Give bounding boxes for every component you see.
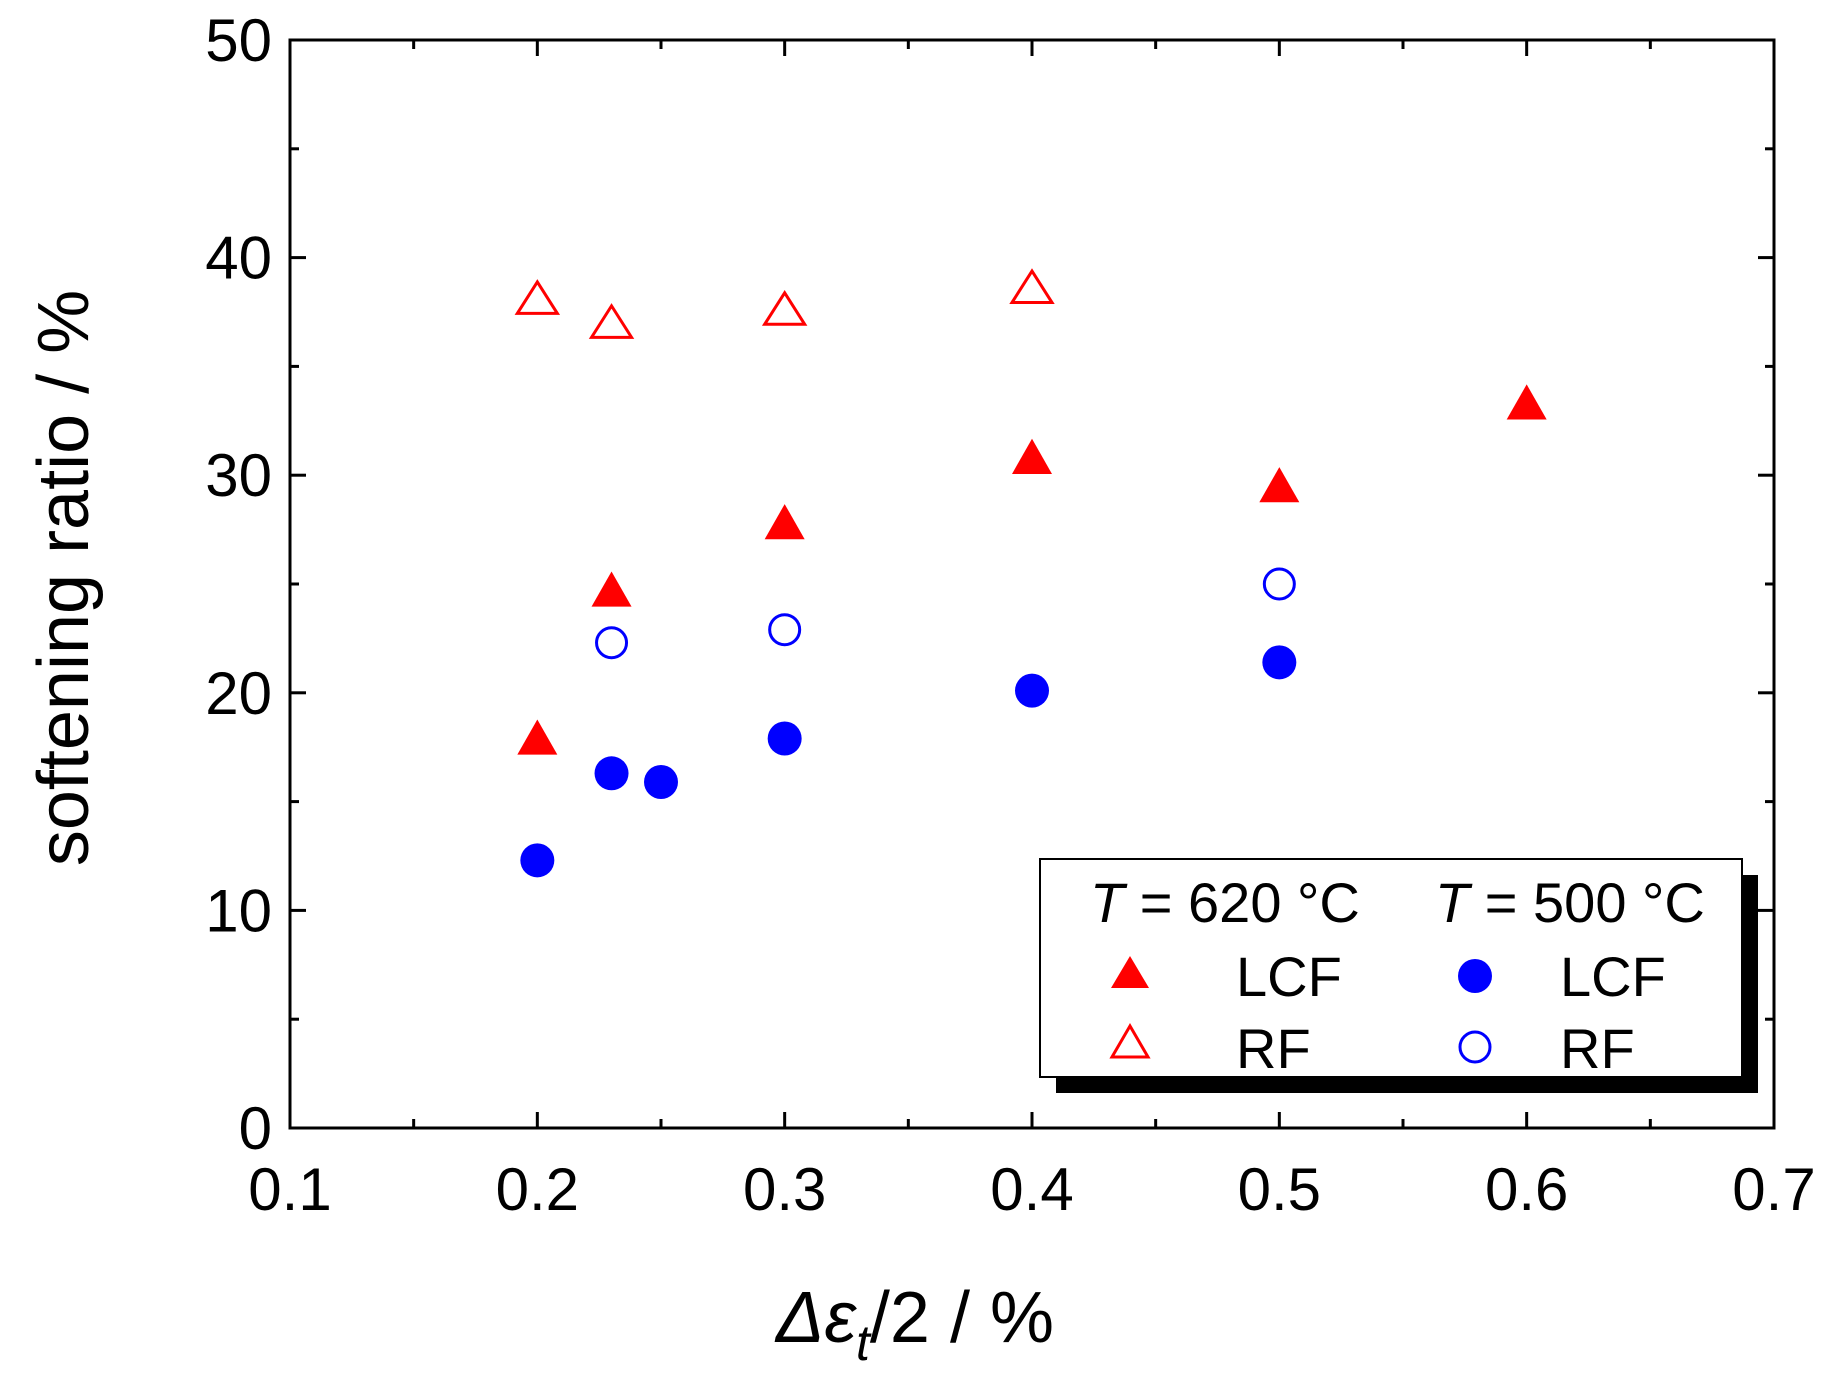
x-tick-label: 0.3 xyxy=(743,1156,826,1223)
y-axis-title: softening ratio / % xyxy=(24,290,104,866)
x-title-rest: /2 / % xyxy=(870,1278,1054,1358)
data-point-620-lcf xyxy=(1506,384,1547,420)
data-point-620-lcf xyxy=(764,504,805,540)
x-title-epsilon: ε xyxy=(824,1278,857,1358)
data-point-500-rf xyxy=(768,613,802,647)
legend-box xyxy=(1039,858,1743,1078)
data-point-620-rf xyxy=(514,279,561,315)
data-point-620-rf xyxy=(761,290,808,326)
data-point-500-lcf xyxy=(1015,673,1049,708)
legend-label-500-lcf: LCF xyxy=(1560,945,1666,1008)
legend-label-500-rf: RF xyxy=(1560,1017,1635,1080)
data-point-620-lcf xyxy=(1259,467,1300,503)
data-point-500-lcf xyxy=(767,721,802,756)
x-tick-label: 0.1 xyxy=(248,1156,331,1223)
legend-header-620: T = 620 °C xyxy=(1090,871,1360,934)
data-point-620-lcf xyxy=(591,571,632,607)
y-tick-label: 20 xyxy=(205,660,272,727)
legend-header-620-var: T xyxy=(1090,871,1128,934)
legend-label-620-rf: RF xyxy=(1236,1017,1311,1080)
legend-label-620-lcf: LCF xyxy=(1236,945,1342,1008)
legend-marker-620-rf xyxy=(1109,1023,1151,1059)
data-point-500-lcf xyxy=(594,756,629,791)
data-point-620-rf xyxy=(1009,268,1055,305)
y-tick-label: 50 xyxy=(205,7,272,74)
data-point-500-rf xyxy=(595,626,629,660)
x-tick-label: 0.4 xyxy=(990,1156,1073,1223)
legend-header-500: T = 500 °C xyxy=(1435,871,1705,934)
x-axis-title: Δεt/2 / % xyxy=(774,1278,1054,1371)
y-tick-label: 10 xyxy=(205,877,272,944)
y-tick-label: 0 xyxy=(239,1095,272,1162)
y-tick-label: 30 xyxy=(205,442,272,509)
x-tick-label: 0.5 xyxy=(1238,1156,1321,1223)
data-point-500-rf xyxy=(1262,567,1296,601)
legend-header-500-rest: = 500 °C xyxy=(1469,871,1705,934)
data-point-500-lcf xyxy=(520,843,555,878)
legend-header-500-var: T xyxy=(1435,871,1473,934)
legend-marker-500-lcf xyxy=(1458,959,1492,993)
x-tick-label: 0.7 xyxy=(1732,1156,1815,1223)
data-point-500-lcf xyxy=(1262,645,1297,680)
ticks xyxy=(288,38,1776,1130)
tick-labels: 0.1 0.2 0.3 0.4 0.5 0.6 0.7 0 10 20 30 40 50 xyxy=(205,7,1815,1223)
legend: T = 620 °C T = 500 °C LCF RF LCF RF xyxy=(1039,858,1758,1093)
x-tick-label: 0.2 xyxy=(496,1156,579,1223)
series-layer xyxy=(514,268,1547,878)
data-point-500-lcf xyxy=(644,765,678,800)
x-title-subscript: t xyxy=(856,1315,872,1371)
legend-marker-500-rf xyxy=(1458,1030,1492,1064)
legend-header-620-rest: = 620 °C xyxy=(1124,871,1360,934)
data-point-620-rf xyxy=(588,303,635,339)
data-point-620-lcf xyxy=(517,719,558,755)
y-tick-label: 40 xyxy=(205,225,272,292)
x-tick-label: 0.6 xyxy=(1485,1156,1568,1223)
legend-marker-620-lcf xyxy=(1111,956,1149,988)
x-title-delta: Δ xyxy=(774,1278,824,1358)
data-point-620-lcf xyxy=(1012,438,1052,474)
